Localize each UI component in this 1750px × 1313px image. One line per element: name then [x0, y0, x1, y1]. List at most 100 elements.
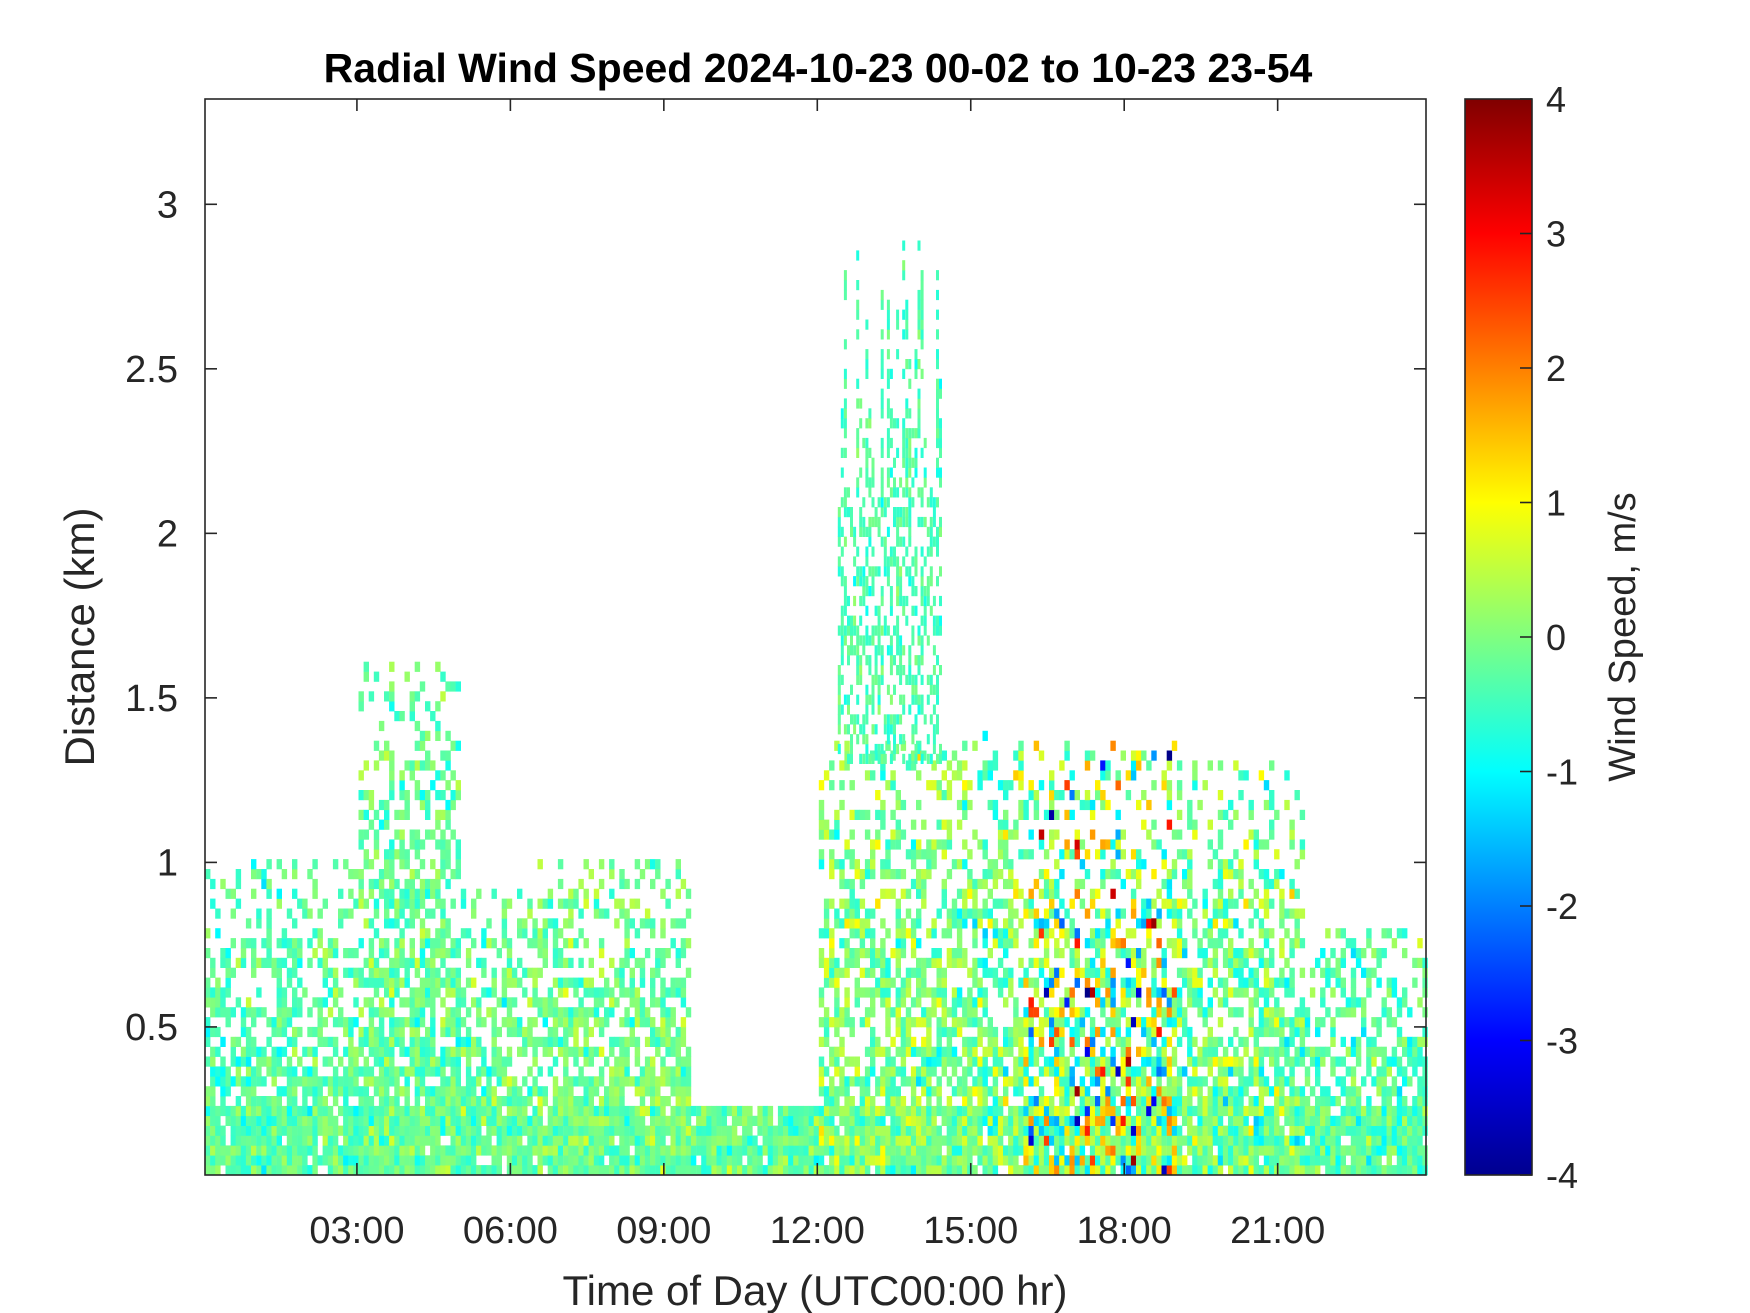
- heatmap-cell: [1074, 1115, 1080, 1126]
- heatmap-cell: [1422, 1105, 1428, 1117]
- heatmap-cell: [844, 898, 850, 909]
- heatmap-cell: [1299, 809, 1306, 820]
- heatmap-cell: [1197, 1046, 1203, 1057]
- heatmap-cell: [1100, 1046, 1106, 1057]
- heatmap-cell: [1079, 859, 1086, 870]
- heatmap-cell: [1396, 1105, 1403, 1117]
- heatmap-cell: [895, 918, 901, 929]
- heatmap-cell: [373, 1145, 380, 1156]
- heatmap-cell: [665, 1046, 671, 1057]
- heatmap-cell: [629, 997, 635, 1008]
- heatmap-cell: [829, 1125, 835, 1136]
- heatmap-cell: [1089, 1017, 1096, 1028]
- heatmap-cell: [338, 1125, 344, 1136]
- heatmap-cell: [399, 1165, 405, 1176]
- heatmap-cell: [1115, 948, 1121, 959]
- heatmap-cell: [931, 997, 937, 1008]
- heatmap-cell: [793, 1165, 799, 1176]
- heatmap-cell: [511, 997, 518, 1008]
- heatmap-cell: [875, 809, 881, 820]
- heatmap-cell: [946, 1115, 953, 1126]
- heatmap-cell: [583, 1165, 589, 1176]
- heatmap-cell: [1366, 977, 1372, 988]
- heatmap-cell: [972, 1046, 978, 1057]
- heatmap-cell: [1049, 1135, 1055, 1146]
- heatmap-cell: [1008, 918, 1014, 929]
- heatmap-cell: [1274, 1056, 1280, 1067]
- heatmap-cell: [378, 869, 385, 880]
- heatmap-cell: [491, 1056, 497, 1067]
- heatmap-cell: [286, 1135, 293, 1146]
- heatmap-cell: [921, 1056, 927, 1067]
- heatmap-cell: [1407, 1145, 1413, 1156]
- heatmap-cell: [1376, 1076, 1382, 1087]
- heatmap-cell: [1350, 1096, 1357, 1107]
- heatmap-cell: [1422, 1115, 1428, 1126]
- heatmap-cell: [1299, 1145, 1306, 1156]
- heatmap-cell: [363, 671, 369, 682]
- heatmap-cell: [731, 1105, 738, 1117]
- heatmap-cell: [1105, 760, 1111, 771]
- heatmap-cell: [946, 1076, 953, 1087]
- heatmap-cell: [675, 1056, 681, 1067]
- heatmap-cell: [332, 1115, 339, 1126]
- heatmap-cell: [450, 681, 456, 692]
- heatmap-cell: [1156, 1135, 1162, 1146]
- heatmap-cell: [210, 1076, 216, 1087]
- heatmap-cell: [419, 799, 426, 811]
- heatmap-cell: [414, 1125, 421, 1136]
- heatmap-cell: [1043, 869, 1050, 880]
- heatmap-cell: [1207, 1135, 1213, 1146]
- heatmap-cell: [1269, 987, 1275, 998]
- heatmap-cell: [205, 1096, 211, 1107]
- heatmap-cell: [399, 1125, 405, 1136]
- heatmap-cell: [1054, 829, 1060, 840]
- heatmap-cell: [834, 1026, 840, 1038]
- heatmap-cell: [378, 1105, 385, 1117]
- heatmap-cell: [430, 888, 436, 899]
- heatmap-cell: [1407, 1076, 1413, 1087]
- heatmap-cell: [823, 829, 830, 840]
- heatmap-cell: [916, 1145, 922, 1156]
- heatmap-cell: [1115, 869, 1121, 880]
- heatmap-cell: [1330, 1017, 1336, 1028]
- heatmap-cell: [1105, 799, 1111, 811]
- heatmap-cell: [563, 1086, 569, 1097]
- heatmap-cell: [1013, 819, 1019, 830]
- heatmap-cell: [506, 1105, 513, 1117]
- heatmap-cell: [419, 878, 426, 890]
- heatmap-cell: [358, 691, 364, 702]
- heatmap-cell: [1110, 1096, 1116, 1107]
- heatmap-cell: [619, 1096, 625, 1107]
- heatmap-cell: [409, 1115, 415, 1126]
- heatmap-cell: [1054, 948, 1060, 959]
- heatmap-cell: [425, 760, 431, 771]
- heatmap-cell: [818, 849, 825, 860]
- heatmap-cell: [696, 1145, 702, 1156]
- heatmap-cell: [680, 878, 687, 890]
- heatmap-cell: [1412, 1096, 1418, 1107]
- heatmap-cell: [997, 1125, 1004, 1136]
- heatmap-cell: [256, 1125, 262, 1136]
- heatmap-cell: [1156, 957, 1162, 968]
- heatmap-cell: [1105, 967, 1111, 978]
- heatmap-cell: [1100, 770, 1106, 781]
- heatmap-cell: [307, 1105, 313, 1117]
- heatmap-cell: [563, 1155, 569, 1166]
- heatmap-cell: [1315, 1125, 1321, 1136]
- heatmap-cell: [711, 1125, 717, 1136]
- heatmap-cell: [880, 1155, 886, 1166]
- heatmap-cell: [1258, 1165, 1265, 1176]
- heatmap-cell: [389, 967, 395, 978]
- heatmap-cell: [1289, 1086, 1295, 1097]
- heatmap-cell: [358, 898, 364, 909]
- heatmap-cell: [414, 839, 421, 850]
- heatmap-cell: [266, 948, 272, 959]
- heatmap-cell: [210, 1105, 216, 1117]
- heatmap-cell: [1146, 908, 1152, 919]
- heatmap-cell: [670, 1007, 676, 1018]
- heatmap-cell: [650, 997, 656, 1008]
- heatmap-cell: [286, 1165, 293, 1176]
- heatmap-cell: [465, 957, 472, 968]
- heatmap-cell: [261, 1165, 267, 1176]
